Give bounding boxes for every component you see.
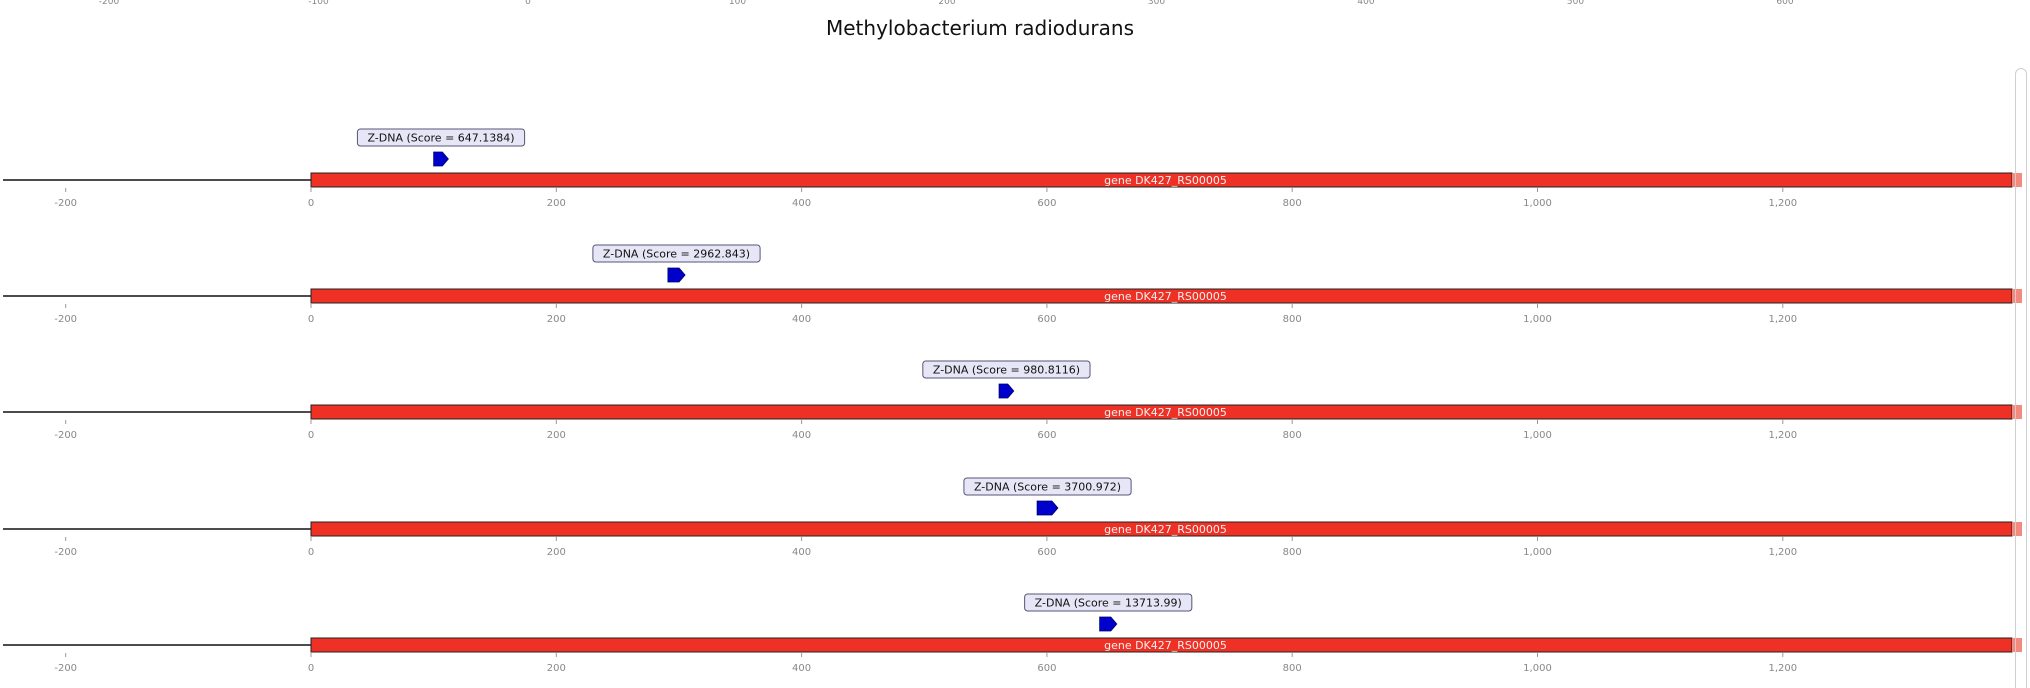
- axis-tick-label: 1,200: [1768, 663, 1797, 674]
- top-axis-tick-label: 0: [525, 0, 531, 7]
- axis-tick-label: 1,000: [1523, 430, 1552, 441]
- feature-label: Z-DNA (Score = 13713.99): [1035, 597, 1182, 610]
- axis-tick-label: 200: [547, 430, 566, 441]
- axis-tick-label: 600: [1037, 314, 1056, 325]
- top-axis-tick-label: 100: [729, 0, 746, 7]
- gene-label: gene DK427_RS00005: [1104, 174, 1227, 187]
- axis-tick-label: -200: [54, 198, 77, 209]
- axis-tick-label: 1,200: [1768, 314, 1797, 325]
- axis-tick-label: -200: [54, 663, 77, 674]
- axis-tick-label: 200: [547, 547, 566, 558]
- axis-tick-label: 1,000: [1523, 547, 1552, 558]
- feature-label: Z-DNA (Score = 2962.843): [603, 248, 750, 261]
- axis-tick-label: 800: [1283, 430, 1302, 441]
- axis-tick-label: 800: [1283, 198, 1302, 209]
- feature-label-box: [356, 128, 526, 147]
- feature-label-box: [922, 360, 1091, 379]
- axis-tick-label: 1,000: [1523, 663, 1552, 674]
- axis-tick-label: -200: [54, 314, 77, 325]
- top-axis-tick-label: -100: [308, 0, 329, 7]
- zdna-feature-arrow: [998, 383, 1015, 399]
- axis-tick-label: 400: [792, 430, 811, 441]
- gene-label: gene DK427_RS00005: [1104, 290, 1227, 303]
- axis-tick-label: 0: [308, 430, 314, 441]
- track: gene DK427_RS00005 -200 0 200 400 600 800 1,000…: [3, 360, 2022, 441]
- feature-label: Z-DNA (Score = 647.1384): [367, 132, 514, 145]
- track: gene DK427_RS00005 -200 0 200 400 600 800 1,000…: [3, 477, 2022, 558]
- axis-tick-label: 0: [308, 547, 314, 558]
- zdna-feature-arrow: [1099, 616, 1118, 632]
- axis-tick-label: 800: [1283, 314, 1302, 325]
- zdna-feature-arrow: [433, 151, 449, 167]
- axis-tick-label: 400: [792, 314, 811, 325]
- axis-tick-label: 200: [547, 663, 566, 674]
- feature-label-box: [963, 477, 1132, 496]
- axis-tick-label: 400: [792, 547, 811, 558]
- axis-tick-label: 0: [308, 663, 314, 674]
- axis-tick-label: 600: [1037, 198, 1056, 209]
- gene-label: gene DK427_RS00005: [1104, 406, 1227, 419]
- axis-tick-label: 0: [308, 198, 314, 209]
- axis-tick-label: 600: [1037, 430, 1056, 441]
- top-axis-tick-label: 300: [1148, 0, 1165, 7]
- gene-label: gene DK427_RS00005: [1104, 639, 1227, 652]
- axis-tick-label: 200: [547, 198, 566, 209]
- axis-tick-label: 800: [1283, 547, 1302, 558]
- axis-tick-label: 0: [308, 314, 314, 325]
- axis-tick-label: 400: [792, 663, 811, 674]
- top-axis: -200 -100 0 100 200 300 400 500 600: [99, 0, 1794, 7]
- top-axis-tick-label: 200: [938, 0, 955, 7]
- axis-tick-label: 1,200: [1768, 430, 1797, 441]
- gene-bar-tip: [2012, 638, 2022, 652]
- track: gene DK427_RS00005 -200 0 200 400 600 800 1,000…: [3, 244, 2022, 325]
- axis-tick-label: 400: [792, 198, 811, 209]
- axis-tick-label: 1,200: [1768, 547, 1797, 558]
- top-axis-tick-label: 600: [1776, 0, 1793, 7]
- gene-bar-tip: [2012, 289, 2022, 303]
- top-axis-tick-label: 500: [1567, 0, 1584, 7]
- gene-bar-tip: [2012, 522, 2022, 536]
- feature-label-box: [1024, 593, 1193, 612]
- axis-tick-label: 1,000: [1523, 314, 1552, 325]
- gene-bar-tip: [2012, 405, 2022, 419]
- zdna-feature-arrow: [667, 267, 686, 283]
- gene-label: gene DK427_RS00005: [1104, 523, 1227, 536]
- feature-label-box: [592, 244, 761, 263]
- feature-label: Z-DNA (Score = 980.8116): [933, 364, 1080, 377]
- axis-tick-label: 600: [1037, 663, 1056, 674]
- top-axis-tick-label: -200: [99, 0, 120, 7]
- axis-tick-label: 200: [547, 314, 566, 325]
- axis-tick-label: 800: [1283, 663, 1302, 674]
- axis-tick-label: 600: [1037, 547, 1056, 558]
- zdna-feature-arrow: [1036, 500, 1059, 516]
- figure-title: Methylobacterium radiodurans: [826, 16, 1134, 40]
- track: gene DK427_RS00005 -200 0 200 400 600 800 1,000…: [3, 593, 2022, 674]
- axis-tick-label: -200: [54, 547, 77, 558]
- axis-tick-label: 1,200: [1768, 198, 1797, 209]
- track: gene DK427_RS00005 -200 0 200 400 600 800 1,000…: [3, 128, 2022, 209]
- top-axis-tick-label: 400: [1357, 0, 1374, 7]
- gene-bar-tip: [2012, 173, 2022, 187]
- feature-label: Z-DNA (Score = 3700.972): [974, 481, 1121, 494]
- scrollbar-edge[interactable]: [2015, 68, 2027, 688]
- axis-tick-label: 1,000: [1523, 198, 1552, 209]
- tracks: gene DK427_RS00005 -200 0 200 400 600 800 1,000…: [3, 128, 2022, 674]
- axis-tick-label: -200: [54, 430, 77, 441]
